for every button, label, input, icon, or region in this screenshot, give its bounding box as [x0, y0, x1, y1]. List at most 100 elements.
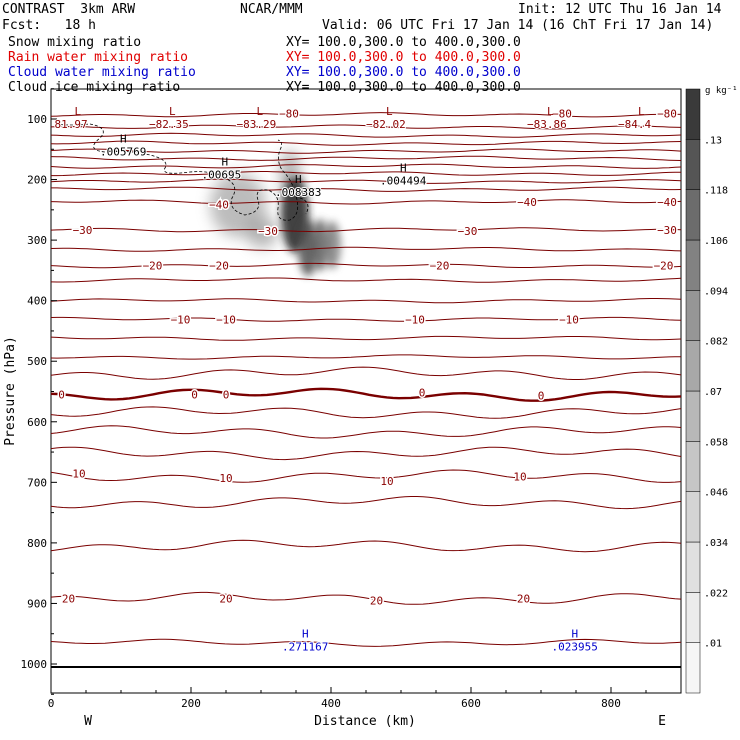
contour-label: −20 — [209, 260, 229, 273]
contour-label: −80 — [279, 108, 299, 121]
contour-label: 0 — [191, 389, 198, 402]
extremum-value: −83.86 — [527, 118, 567, 131]
y-tick-label: 100 — [27, 113, 47, 126]
colorbar-label: .046 — [704, 488, 728, 499]
y-tick-label: 1000 — [21, 658, 48, 671]
contour-label: −10 — [216, 313, 236, 326]
colorbar-label: .022 — [704, 588, 728, 599]
temperature-contour — [51, 316, 681, 322]
y-tick-label: 400 — [27, 295, 47, 308]
colorbar-units: g kg⁻¹ — [705, 86, 738, 96]
colorbar-label: .082 — [704, 337, 728, 348]
extremum-symbol: L — [257, 105, 264, 118]
contour-label: −40 — [209, 198, 229, 211]
colorbar-label: .07 — [704, 387, 722, 398]
extremum-value: .004494 — [380, 174, 427, 187]
x-tick-label: 800 — [601, 697, 621, 710]
extremum-symbol: L — [75, 105, 82, 118]
temperature-contour — [51, 186, 681, 192]
contour-label: −10 — [559, 313, 579, 326]
temperature-contour — [51, 246, 681, 252]
contour-label: 10 — [380, 475, 393, 488]
x-tick-label: 600 — [461, 697, 481, 710]
contour-label: 20 — [517, 593, 530, 606]
colorbar-swatch — [685, 441, 701, 492]
y-tick-label: 300 — [27, 234, 47, 247]
extremum-value: −82.02 — [366, 118, 406, 131]
temperature-contour — [51, 277, 681, 283]
temperature-contour — [51, 387, 681, 402]
extremum-value: −83.29 — [237, 118, 277, 131]
valid-time: Valid: 06 UTC Fri 17 Jan 14 (16 ChT Fri … — [322, 18, 714, 33]
y-tick-label: 800 — [27, 537, 47, 550]
temperature-contour — [51, 132, 681, 138]
y-tick-label: 600 — [27, 416, 47, 429]
colorbar-label: .034 — [704, 538, 728, 549]
temperature-contour — [51, 496, 681, 510]
extremum-symbol: L — [386, 105, 393, 118]
x-axis-right-direction: E — [658, 714, 666, 729]
temperature-contour — [51, 262, 681, 269]
x-axis-left-direction: W — [84, 714, 92, 729]
color-bar: .01 .022 .034 .046 .058 .07 .082 .094 .106 .118 .1… — [685, 88, 728, 694]
colorbar-label: .13 — [704, 135, 722, 146]
extremum-symbol: H — [302, 628, 309, 641]
contour-label: 20 — [62, 593, 75, 606]
temperature-contour — [51, 591, 681, 605]
contour-label: 20 — [219, 593, 232, 606]
colorbar-label: .106 — [704, 236, 728, 247]
temperature-contour — [51, 155, 681, 161]
temperature-contour — [51, 366, 681, 380]
y-axis-title: Pressure (hPa) — [3, 336, 18, 446]
mixing-ratio-shading — [210, 150, 341, 276]
temperature-contour — [51, 335, 681, 341]
x-axis-title: Distance (km) — [314, 714, 416, 729]
temperature-contour — [51, 425, 681, 439]
contour-label: 0 — [58, 389, 65, 402]
extremum-symbol: H — [295, 173, 302, 186]
extremum-value: −84.4 — [618, 118, 651, 131]
contour-label: −30 — [458, 225, 478, 238]
legend-cloud-ice-xy: XY= 100.0,300.0 to 400.0,300.0 — [286, 80, 521, 95]
contour-label: 10 — [219, 472, 232, 485]
colorbar-swatch — [685, 239, 701, 291]
colorbar-swatch — [685, 592, 701, 643]
legend-rain-xy: XY= 100.0,300.0 to 400.0,300.0 — [286, 50, 521, 65]
init-time: Init: 12 UTC Thu 16 Jan 14 — [518, 2, 722, 17]
contour-label: −10 — [405, 313, 425, 326]
x-tick-label: 200 — [181, 697, 201, 710]
legend-cloud-water-xy: XY= 100.0,300.0 to 400.0,300.0 — [286, 65, 521, 80]
contour-label: 10 — [72, 467, 85, 480]
extremum-symbol: L — [169, 105, 176, 118]
legend-cloud-water: Cloud water mixing ratio — [8, 65, 196, 80]
terrain-outline — [54, 123, 309, 221]
contour-label: −20 — [430, 260, 450, 273]
contour-label: −20 — [143, 260, 163, 273]
colorbar-label: .058 — [704, 437, 728, 448]
extremum-value: −82.35 — [149, 118, 189, 131]
temperature-contour — [51, 638, 681, 647]
temperature-contour — [51, 227, 681, 233]
model-title: CONTRAST 3km ARW — [2, 2, 136, 17]
temperature-contour — [51, 163, 681, 169]
extremum-symbol: L — [547, 105, 554, 118]
colorbar-label: .094 — [704, 286, 728, 297]
legend-rain: Rain water mixing ratio — [8, 50, 189, 65]
contour-label: −40 — [517, 196, 537, 209]
temperature-contour — [51, 469, 681, 483]
shade-blob — [246, 216, 278, 248]
y-tick-label: 700 — [27, 476, 47, 489]
temperature-contour — [51, 354, 681, 360]
colorbar-swatch — [685, 88, 701, 140]
colorbar-swatch — [685, 189, 701, 241]
extremum-value: 81.97 — [55, 118, 88, 131]
temperature-contour — [51, 178, 681, 184]
contour-label: 10 — [513, 470, 526, 483]
extremum-value: .271167 — [282, 641, 328, 654]
colorbar-swatch — [685, 290, 701, 341]
y-tick-label: 500 — [27, 355, 47, 368]
contour-label: −30 — [73, 224, 93, 237]
contour-label: −80 — [657, 108, 677, 121]
extremum-symbol: L — [638, 105, 645, 118]
contour-label: −10 — [171, 313, 191, 326]
